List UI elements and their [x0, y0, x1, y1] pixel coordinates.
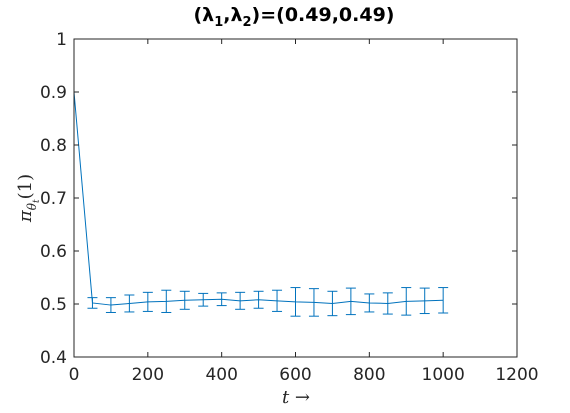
error-bar [290, 287, 301, 317]
error-bar [364, 293, 375, 313]
error-bar [124, 294, 135, 313]
y-tick-label: 0.6 [40, 242, 67, 262]
error-bar [179, 290, 190, 310]
y-tick-label: 0.8 [40, 136, 67, 156]
axes: 0 200 400 600 800 1000 1200 0.4 0.5 0.6 0.7 0.8 0.9 1 [40, 30, 539, 385]
y-tick-label: 0.4 [40, 348, 67, 368]
x-tick-label: 0 [69, 365, 80, 385]
error-bar [382, 292, 393, 315]
y-tick-label: 0.5 [40, 295, 67, 315]
error-bar [142, 291, 153, 312]
error-bar [198, 292, 209, 307]
y-axis-label: πθt(1) [15, 174, 42, 223]
error-bar [235, 291, 246, 310]
x-axis-label: t → [282, 387, 310, 408]
error-bar [272, 289, 283, 312]
error-bar [87, 297, 98, 309]
x-tick-label: 1000 [422, 365, 465, 385]
error-bar [308, 288, 319, 317]
x-tick-label: 800 [353, 365, 385, 385]
error-bar [345, 287, 356, 316]
error-bar [161, 289, 172, 313]
x-tick-label: 600 [279, 365, 311, 385]
plot-area [73, 91, 449, 317]
x-tick-label: 400 [205, 365, 237, 385]
chart-title: (λ1,λ2)=(0.49,0.49) [193, 4, 394, 30]
x-tick-label: 200 [132, 365, 164, 385]
error-bar [438, 287, 449, 314]
y-tick-label: 0.7 [40, 189, 67, 209]
error-bar [401, 287, 412, 316]
x-tick-label: 1200 [495, 365, 538, 385]
error-bar [327, 290, 338, 317]
y-tick-label: 0.9 [40, 83, 67, 103]
y-tick-label: 1 [56, 30, 67, 50]
error-bar [216, 292, 227, 307]
error-bar [419, 287, 430, 315]
error-bar [253, 290, 264, 309]
error-bar [105, 297, 116, 313]
